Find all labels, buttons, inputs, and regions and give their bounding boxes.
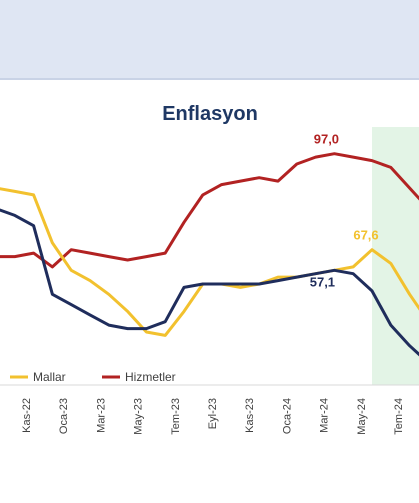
x-tick-label: Tem-24: [393, 398, 405, 435]
series-line-mallar: [0, 187, 419, 337]
legend-label-mallar: Mallar: [33, 370, 66, 384]
legend: Mallar Hizmetler: [10, 370, 176, 384]
x-tick-label: Tem-23: [170, 398, 182, 435]
x-tick-label: Oca-23: [58, 398, 70, 434]
x-tick-label: May-23: [133, 398, 145, 435]
legend-label-hizmetler: Hizmetler: [125, 370, 176, 384]
x-tick-label: Mar-23: [95, 398, 107, 433]
x-tick-label: Mar-24: [319, 398, 331, 433]
series-line-toplam: [0, 208, 419, 357]
chart-title: Enflasyon: [162, 103, 258, 125]
series-line-hizmetler: [0, 152, 419, 269]
x-tick-label: Oca-24: [281, 398, 293, 434]
x-tick-label: Eyl-23: [207, 398, 219, 429]
header-band: [0, 0, 419, 80]
x-tick-label: May-24: [356, 398, 368, 435]
inflation-chart: Enflasyon 97,067,657,1 Mallar Hizmetler …: [0, 103, 419, 435]
x-tick-label: Kas-23: [244, 398, 256, 433]
x-tick-label: Kas-22: [21, 398, 33, 433]
data-label: 57,1: [310, 274, 335, 289]
chart-frame: Enflasyon 97,0 67,6 57,1 Mallar Hizmetler …: [0, 80, 419, 503]
data-label: 97,0: [314, 132, 339, 147]
data-label: 67,6: [353, 228, 378, 243]
